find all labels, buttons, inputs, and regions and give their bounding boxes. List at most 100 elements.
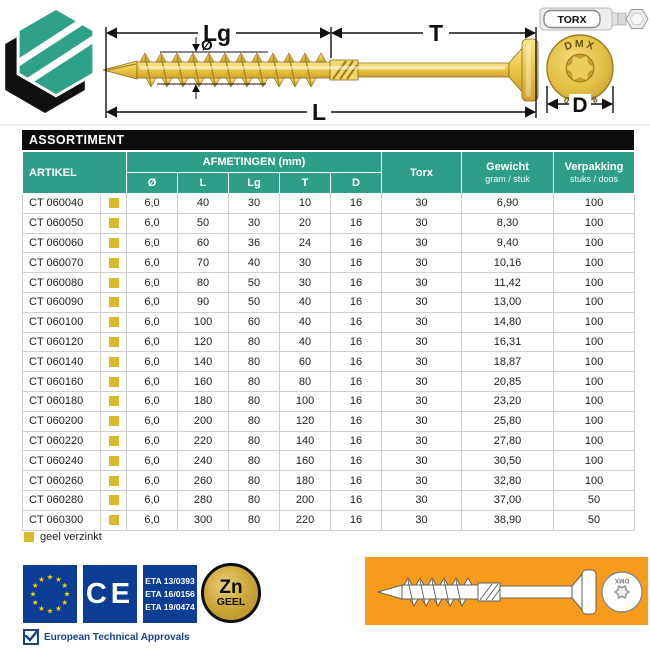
color-swatch-cell: [99, 410, 128, 432]
yellow-swatch: [108, 238, 119, 249]
value-cell: 180: [177, 390, 230, 412]
table-row: CT 060040 6,0 40 30 10 16 30 6,90 100: [22, 193, 636, 214]
technical-drawing-area: Lg T L Ø DMX 8×200: [0, 0, 650, 127]
value-cell: 80: [228, 509, 281, 531]
value-cell: 8,30: [461, 212, 555, 234]
artikel-cell: CT 060120: [22, 331, 101, 353]
table-row: CT 060050 6,0 50 30 20 16 30 8,30 100: [22, 212, 636, 234]
artikel-cell: CT 060280: [22, 489, 101, 511]
promo-head-brand: DMX: [614, 577, 629, 584]
value-cell: 30: [381, 311, 463, 333]
yellow-swatch: [108, 416, 119, 427]
assortiment-title-bar: ASSORTIMENT: [22, 130, 634, 150]
value-cell: 16,31: [461, 331, 555, 353]
value-cell: 37,00: [461, 489, 555, 511]
value-cell: 160: [279, 450, 332, 472]
value-cell: 30: [381, 509, 463, 531]
zn-label: Zn: [219, 576, 243, 598]
col-header-gewicht: Gewicht gram / stuk: [461, 151, 555, 194]
value-cell: 18,87: [461, 351, 555, 373]
value-cell: 80: [228, 450, 281, 472]
yellow-swatch: [108, 495, 119, 506]
eta-line: ETA 16/0156: [145, 589, 195, 599]
value-cell: 11,42: [461, 272, 555, 293]
color-swatch-cell: [99, 232, 128, 254]
svg-text:★: ★: [38, 604, 45, 613]
ce-mark: CE: [83, 565, 137, 623]
promo-head-face-view: DMX: [601, 571, 643, 613]
value-cell: 10: [279, 193, 332, 214]
diameter-callout: [157, 37, 268, 99]
value-cell: 6,0: [126, 371, 179, 392]
col-header-diameter: Ø: [126, 172, 179, 194]
value-cell: 16: [330, 193, 383, 214]
value-cell: 100: [553, 291, 636, 313]
value-cell: 16: [330, 450, 383, 472]
value-cell: 6,0: [126, 272, 179, 293]
value-cell: 100: [553, 351, 636, 373]
value-cell: 200: [177, 410, 230, 432]
artikel-cell: CT 060090: [22, 291, 101, 313]
table-row: CT 060260 6,0 260 80 180 16 30 32,80 100: [22, 470, 636, 491]
value-cell: 70: [177, 252, 230, 274]
assortiment-table: ARTIKEL AFMETINGEN (mm) Torx Gewicht gra…: [21, 151, 636, 531]
col-header-torx: Torx: [381, 151, 463, 194]
table-row: CT 060140 6,0 140 80 60 16 30 18,87 100: [22, 351, 636, 373]
col-header-l: L: [177, 172, 230, 194]
value-cell: 100: [553, 272, 636, 293]
value-cell: 16: [330, 410, 383, 432]
eta-line: ETA 13/0393: [145, 576, 195, 586]
value-cell: 27,80: [461, 430, 555, 452]
value-cell: 30: [381, 371, 463, 392]
value-cell: 40: [228, 252, 281, 274]
value-cell: 10,16: [461, 252, 555, 274]
color-swatch-cell: [99, 371, 128, 392]
value-cell: 180: [279, 470, 332, 491]
value-cell: 25,80: [461, 410, 555, 432]
zn-sub-label: GEEL: [216, 595, 246, 608]
value-cell: 30: [381, 252, 463, 274]
eta-approvals-badge: ETA 13/0393 ETA 16/0156 ETA 19/0474: [143, 565, 197, 623]
value-cell: 6,0: [126, 311, 179, 333]
dim-label-diameter: Ø: [201, 37, 213, 54]
yellow-swatch: [108, 436, 119, 447]
value-cell: 100: [553, 212, 636, 234]
legend: geel verzinkt: [24, 531, 102, 543]
value-cell: 30: [228, 193, 281, 214]
value-cell: 120: [177, 331, 230, 353]
value-cell: 100: [177, 311, 230, 333]
dim-label-lg: Lg: [203, 20, 231, 46]
value-cell: 60: [177, 232, 230, 254]
yellow-swatch: [108, 396, 119, 407]
value-cell: 100: [553, 410, 636, 432]
value-cell: 20,85: [461, 371, 555, 392]
value-cell: 280: [177, 489, 230, 511]
col-header-d: D: [330, 172, 383, 194]
value-cell: 40: [279, 331, 332, 353]
eu-flag: ★ ★ ★ ★ ★ ★ ★ ★ ★ ★ ★ ★: [23, 565, 77, 623]
approvals-label: European Technical Approvals: [44, 631, 190, 643]
value-cell: 6,0: [126, 252, 179, 274]
value-cell: 40: [279, 311, 332, 333]
table-body: CT 060040 6,0 40 30 10 16 30 6,90 100 CT 060050 6,…: [22, 193, 636, 531]
value-cell: 220: [177, 430, 230, 452]
value-cell: 40: [177, 193, 230, 214]
yellow-swatch: [108, 198, 119, 209]
dim-label-t: T: [429, 20, 443, 46]
svg-text:★: ★: [61, 581, 68, 590]
yellow-swatch: [108, 277, 119, 288]
value-cell: 260: [177, 470, 230, 491]
value-cell: 6,0: [126, 390, 179, 412]
artikel-cell: CT 060070: [22, 252, 101, 274]
assortiment-section: ASSORTIMENT ARTIKEL AFMETINGEN (mm) Torx…: [21, 130, 636, 531]
dim-label-d: D: [572, 94, 587, 117]
screw-side-view: [102, 38, 539, 102]
table-row: CT 060240 6,0 240 80 160 16 30 30,50 100: [22, 450, 636, 472]
value-cell: 50: [553, 509, 636, 531]
value-cell: 30: [381, 272, 463, 293]
value-cell: 240: [177, 450, 230, 472]
checkmark-icon: [23, 628, 40, 645]
value-cell: 20: [279, 212, 332, 234]
value-cell: 30: [228, 212, 281, 234]
value-cell: 30: [381, 390, 463, 412]
